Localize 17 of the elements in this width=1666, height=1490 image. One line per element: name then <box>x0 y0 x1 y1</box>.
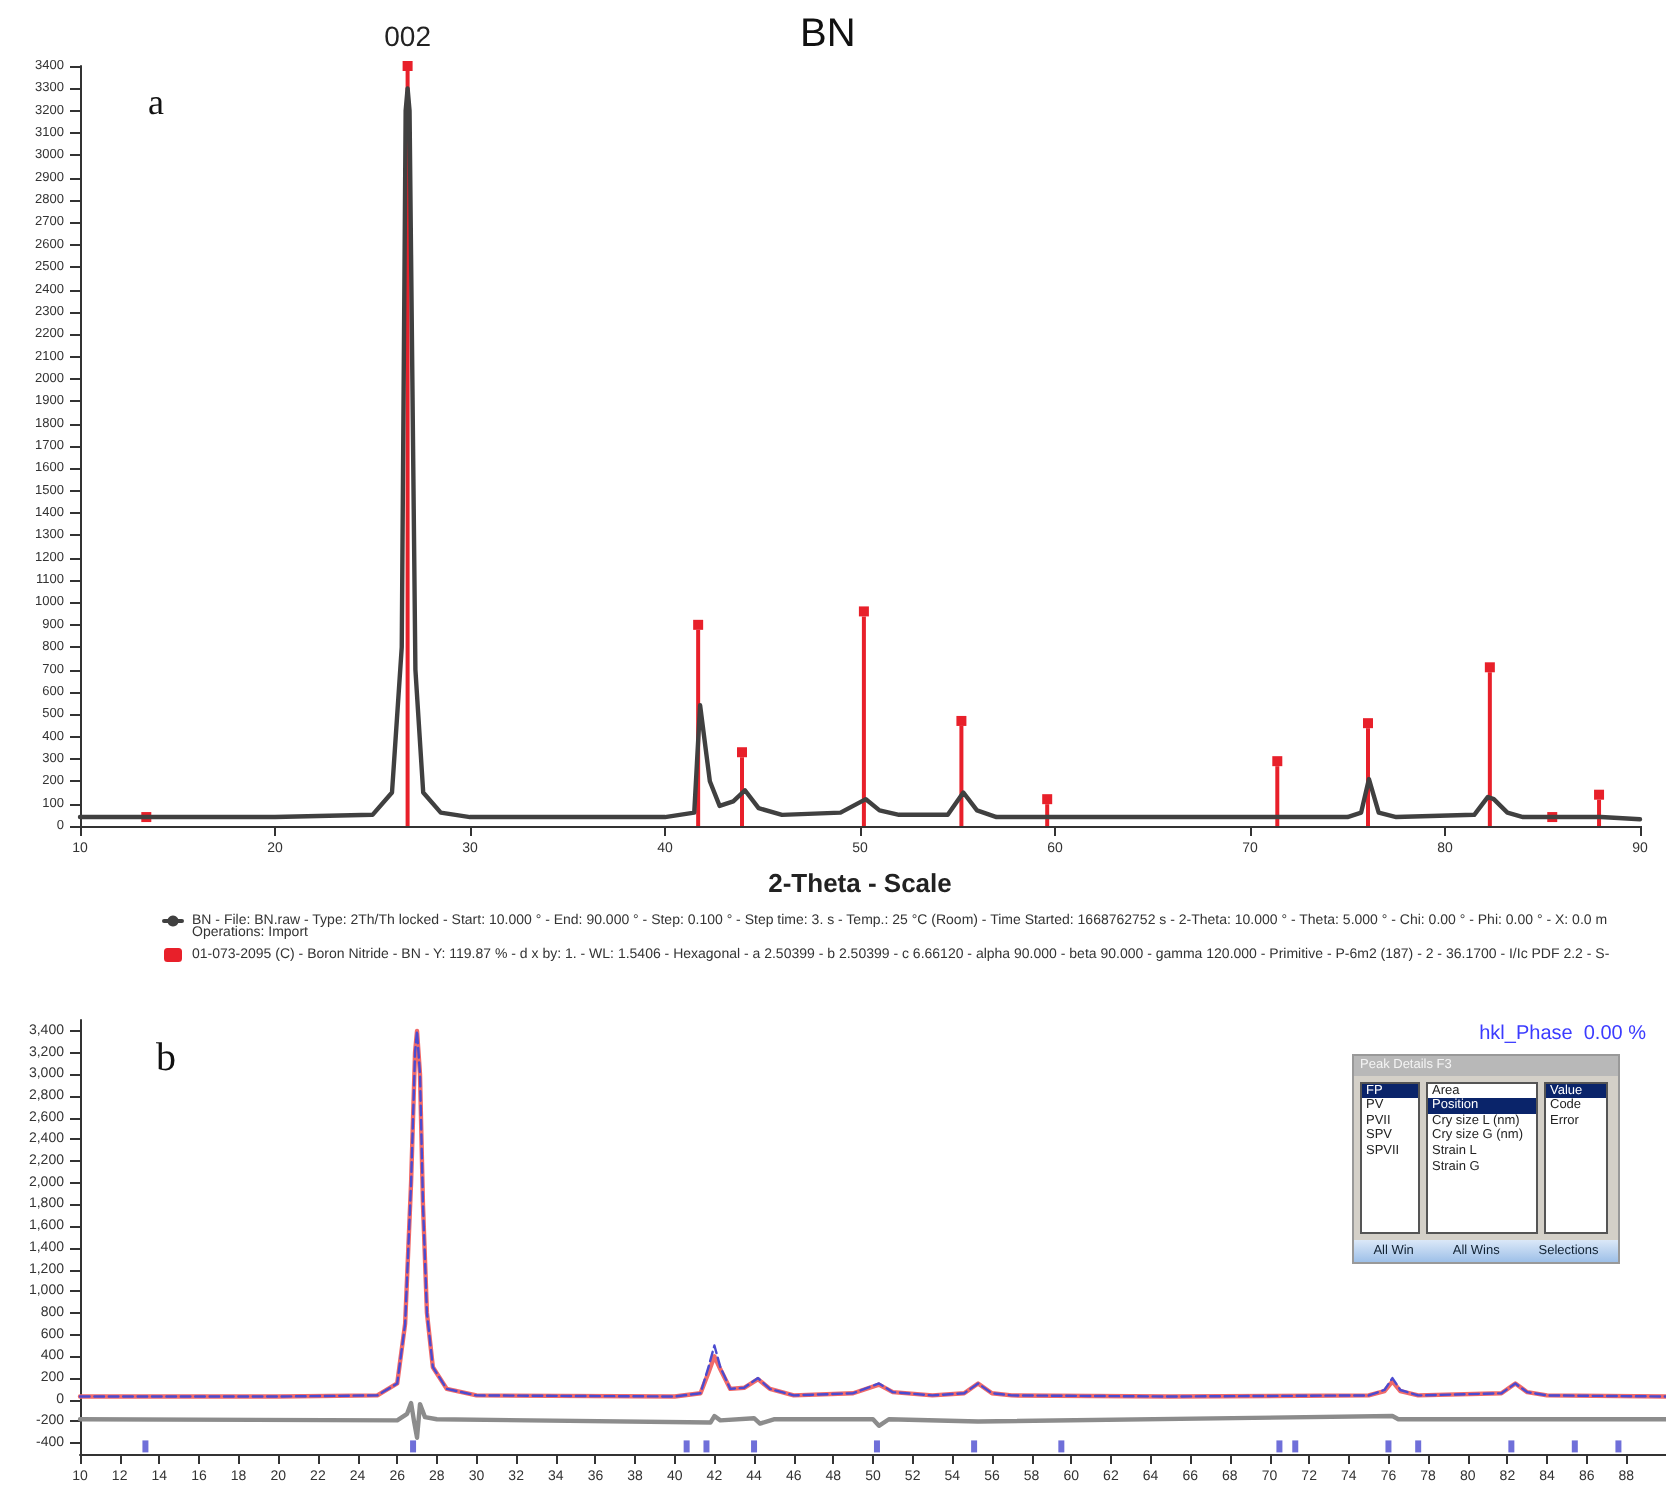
annotation: b <box>156 1036 176 1080</box>
point <box>693 619 704 630</box>
point <box>1362 718 1373 729</box>
point <box>858 606 869 617</box>
point <box>1594 789 1605 800</box>
point <box>1042 794 1053 805</box>
point <box>956 715 967 726</box>
line-series <box>77 1400 1666 1440</box>
point <box>737 747 748 758</box>
annotation: hkl_Phase 0.00 % <box>1479 1023 1647 1045</box>
annotation: a <box>148 82 164 122</box>
annotation: 002 <box>384 20 432 52</box>
x-axis-title: 2-Theta - Scale <box>768 868 952 898</box>
point <box>1272 756 1283 767</box>
point <box>1484 662 1495 673</box>
point <box>402 61 413 71</box>
chart-title: BN <box>800 12 856 56</box>
